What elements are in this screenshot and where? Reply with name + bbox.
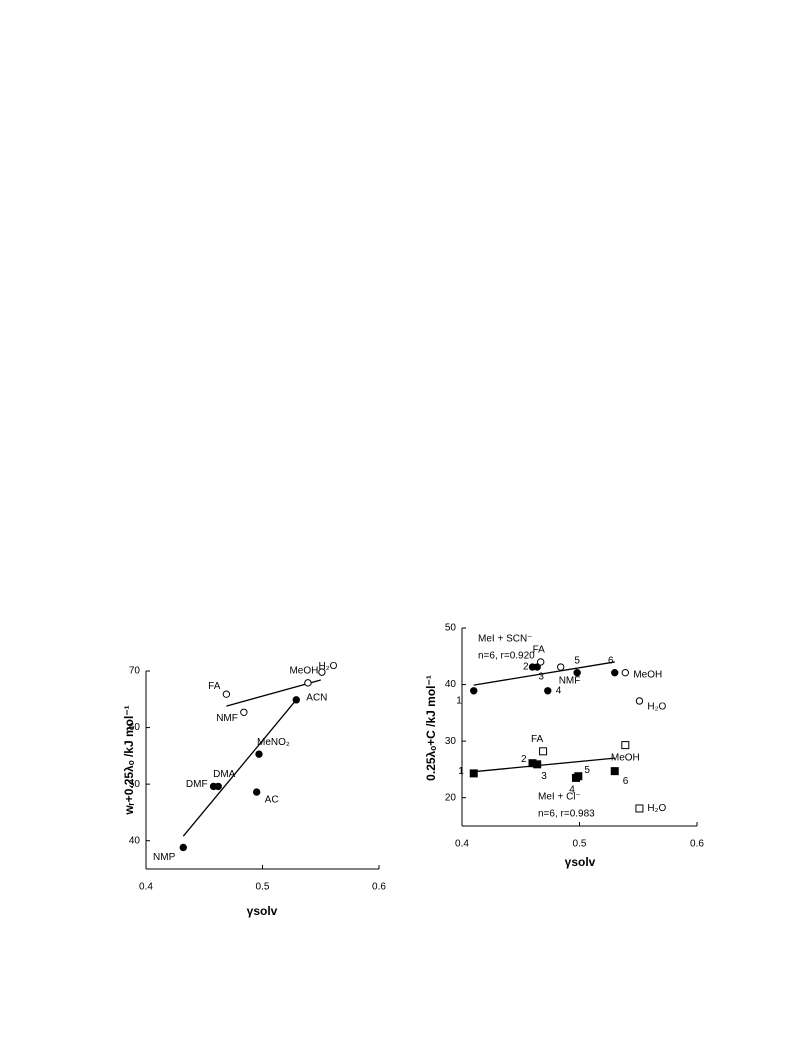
point-label: NMF bbox=[559, 676, 581, 687]
point-label: H₂O bbox=[647, 702, 666, 713]
point bbox=[252, 788, 261, 796]
point-label: 4 bbox=[569, 785, 575, 796]
point bbox=[610, 767, 619, 776]
point bbox=[304, 679, 312, 687]
point bbox=[621, 668, 630, 677]
point-label: 3 bbox=[538, 672, 544, 683]
point bbox=[557, 663, 565, 671]
x-axis-label: γsolv bbox=[247, 904, 278, 918]
y-tick-label: 40 bbox=[445, 679, 457, 690]
point bbox=[635, 804, 644, 813]
point-label: FA bbox=[208, 681, 221, 692]
point bbox=[621, 741, 630, 750]
x-axis-label: γsolv bbox=[565, 855, 596, 869]
point bbox=[611, 668, 619, 677]
point-label: H₂O bbox=[647, 803, 666, 814]
point-label: MeNO₂ bbox=[257, 737, 290, 748]
point bbox=[292, 696, 300, 704]
x-tick-label: 0.4 bbox=[455, 839, 469, 850]
point bbox=[573, 668, 581, 677]
point-label: 5 bbox=[574, 655, 580, 666]
y-tick-label: 30 bbox=[445, 736, 457, 747]
annotation: MeI + Cl⁻ bbox=[538, 792, 581, 803]
x-tick-label: 0.5 bbox=[573, 839, 587, 850]
point-label: FA bbox=[531, 734, 544, 745]
point-label: AC bbox=[265, 795, 279, 806]
point-label: 1 bbox=[456, 695, 462, 706]
x-tick-label: 0.5 bbox=[256, 882, 270, 893]
y-tick-label: 40 bbox=[129, 835, 141, 846]
y-tick-label: 50 bbox=[129, 779, 141, 790]
point bbox=[470, 687, 478, 695]
y-axis-label: wᵣ+0.25λₒ /kJ mol⁻¹ bbox=[122, 705, 136, 815]
point bbox=[544, 687, 552, 695]
x-tick-label: 0.6 bbox=[372, 882, 386, 893]
point-label: MeOH bbox=[289, 666, 318, 677]
y-axis-label: 0.25λₒ+C /kJ mol⁻¹ bbox=[424, 675, 438, 781]
point bbox=[318, 668, 326, 676]
point-label: H₂O bbox=[318, 661, 337, 672]
point-label: 6 bbox=[623, 776, 629, 787]
point-label: ACN bbox=[306, 692, 327, 703]
point bbox=[255, 750, 263, 758]
annotation: n=6, r=0.920 bbox=[478, 651, 535, 662]
point-label: 2 bbox=[523, 662, 529, 673]
point-label: 4 bbox=[556, 685, 562, 696]
point-label: 6 bbox=[608, 655, 614, 666]
annotation: MeI + SCN⁻ bbox=[478, 634, 532, 645]
point-label: MeOH bbox=[611, 753, 640, 764]
y-tick-label: 70 bbox=[129, 666, 141, 677]
point-label: NMP bbox=[153, 852, 176, 863]
point-label: 2 bbox=[521, 754, 527, 765]
point bbox=[635, 697, 644, 705]
fit-line bbox=[473, 661, 615, 686]
point bbox=[214, 782, 222, 791]
point-label: 3 bbox=[541, 771, 547, 782]
point-label: 5 bbox=[584, 765, 590, 776]
y-tick-label: 60 bbox=[129, 722, 141, 733]
point-label: FA bbox=[533, 645, 546, 656]
x-tick-label: 0.6 bbox=[690, 839, 704, 850]
point bbox=[179, 843, 187, 852]
point-label: DMA bbox=[213, 769, 236, 780]
x-tick-label: 0.4 bbox=[139, 882, 153, 893]
point bbox=[574, 772, 583, 781]
annotation: n=6, r=0.983 bbox=[538, 809, 595, 820]
y-tick-label: 50 bbox=[445, 623, 457, 634]
point-label: NMF bbox=[216, 713, 238, 724]
fit-line bbox=[182, 699, 297, 837]
point bbox=[537, 658, 545, 666]
point-label: 1 bbox=[458, 766, 464, 777]
y-tick-label: 20 bbox=[445, 792, 457, 803]
point bbox=[533, 760, 542, 769]
point-label: DMF bbox=[186, 779, 208, 790]
point bbox=[222, 690, 231, 698]
point-label: MeOH bbox=[633, 669, 662, 680]
point bbox=[539, 747, 548, 756]
point bbox=[240, 708, 248, 716]
point bbox=[533, 663, 541, 671]
fit-line bbox=[473, 757, 615, 773]
point bbox=[469, 769, 478, 778]
